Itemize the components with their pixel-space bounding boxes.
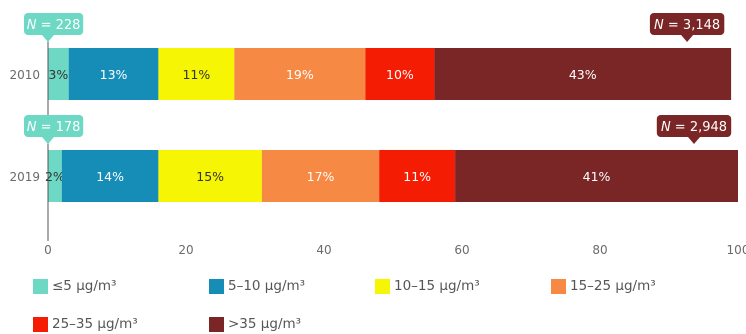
- n-callout: N = 2,948: [656, 115, 732, 144]
- bar-segment-2019-0: [48, 150, 62, 202]
- n-value: = 228: [36, 18, 80, 33]
- bar-value-label: 43%: [569, 67, 597, 82]
- bar-segment-2019-5: [455, 150, 738, 202]
- legend-item: 5–10 μg/m³: [209, 276, 305, 296]
- bar-segment-2019-3: [261, 150, 380, 202]
- legend-swatch: [551, 278, 566, 294]
- legend-item: >35 μg/m³: [209, 314, 301, 334]
- legend-swatch: [209, 316, 224, 332]
- bar-segment-2010-2: [158, 48, 235, 100]
- n-callout-pointer: [688, 137, 700, 144]
- legend-label: ≤5 μg/m³: [52, 278, 117, 294]
- n-value: = 178: [36, 120, 80, 135]
- n-callout-label: N = 228: [27, 18, 81, 33]
- legend-swatch: [375, 278, 390, 294]
- legend: ≤5 μg/m³ 5–10 μg/m³ 10–15 μg/m³ 15–25 μg/m³…: [33, 276, 733, 332]
- n-callout: N = 3,148: [649, 13, 725, 42]
- category-label: 2010: [9, 68, 40, 82]
- x-tick-label: 60: [454, 243, 469, 257]
- legend-label: 15–25 μg/m³: [570, 278, 656, 294]
- legend-swatch: [33, 316, 48, 332]
- n-callout-box: [24, 13, 84, 35]
- bar-segment-2019-1: [61, 150, 159, 202]
- x-tick-label: 20: [178, 243, 193, 257]
- bar-segment-2010-4: [365, 48, 435, 100]
- legend-item: 10–15 μg/m³: [375, 276, 480, 296]
- legend-label: 5–10 μg/m³: [228, 278, 306, 294]
- bar-value-label: 10%: [386, 67, 414, 82]
- n-callout-label: N = 178: [27, 120, 81, 135]
- bar-segment-2019-2: [158, 150, 262, 202]
- n-symbol: N: [27, 18, 37, 33]
- bar-value-label: 2%: [45, 169, 65, 184]
- x-tick-label: 100: [727, 243, 746, 257]
- n-callout-box: [649, 13, 725, 35]
- legend-swatch: [33, 278, 48, 294]
- n-value: = 3,148: [664, 18, 720, 33]
- n-value: = 2,948: [671, 120, 727, 135]
- legend-label: 25–35 μg/m³: [52, 316, 138, 332]
- bar-value-label: 15%: [196, 169, 224, 184]
- x-tick-label: 40: [316, 243, 331, 257]
- n-callout-pointer: [681, 35, 694, 42]
- bar-value-label: 19%: [286, 67, 314, 82]
- bar-value-label: 3%: [48, 67, 68, 82]
- bar-segment-2010-3: [234, 48, 366, 100]
- legend-swatch: [209, 278, 224, 294]
- n-callout: N = 228: [24, 13, 84, 42]
- legend-item: ≤5 μg/m³: [33, 276, 116, 296]
- bar-value-label: 11%: [403, 169, 431, 184]
- legend-label: >35 μg/m³: [228, 316, 302, 332]
- n-callout-pointer: [42, 137, 54, 144]
- n-callout-box: [24, 115, 84, 137]
- legend-label: 10–15 μg/m³: [394, 278, 480, 294]
- n-callout: N = 178: [24, 115, 84, 144]
- legend-item: 25–35 μg/m³: [33, 314, 138, 334]
- bar-value-label: 14%: [96, 169, 124, 184]
- category-label: 2019: [9, 170, 40, 184]
- bar-value-label: 41%: [583, 169, 611, 184]
- bar-segment-2010-1: [68, 48, 159, 100]
- n-callout-box: [656, 115, 732, 137]
- bar-segment-2019-4: [379, 150, 456, 202]
- n-symbol: N: [27, 120, 37, 135]
- bar-segment-2010-5: [434, 48, 732, 100]
- n-callout-label: N = 2,948: [661, 120, 727, 135]
- bar-value-label: 11%: [182, 67, 210, 82]
- n-symbol: N: [654, 18, 664, 33]
- chart: 3% 13% 11% 19% 10% 43% 2010 2% 14% 15% 17% 11% 41% 20…: [9, 13, 746, 257]
- n-callout-pointer: [42, 35, 54, 42]
- x-tick-label: 80: [592, 243, 607, 257]
- bar-value-label: 13%: [100, 67, 128, 82]
- bar-segment-2010-0: [48, 48, 69, 100]
- bar-value-label: 17%: [307, 169, 335, 184]
- n-symbol: N: [661, 120, 671, 135]
- legend-item: 15–25 μg/m³: [551, 276, 656, 296]
- n-callout-label: N = 3,148: [654, 18, 720, 33]
- x-tick-label: 0: [44, 243, 52, 257]
